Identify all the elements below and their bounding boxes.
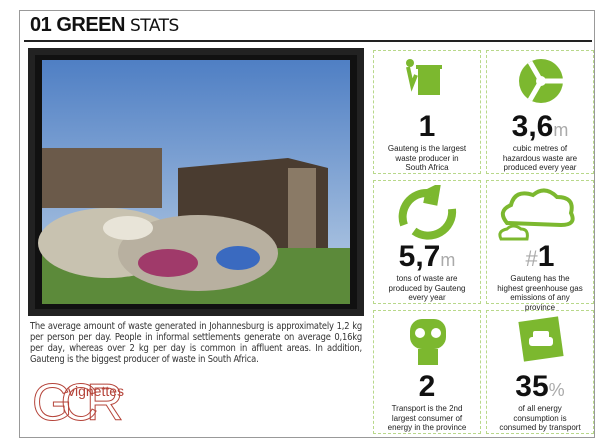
stat-unit: m — [553, 120, 568, 140]
stat-value: 35 — [515, 370, 548, 403]
header-light: STATS — [130, 16, 179, 36]
photo — [28, 48, 364, 316]
stat-value: 2 — [419, 370, 436, 403]
stat-text: of all energy consumption is consumed by… — [497, 404, 583, 433]
stat-number: 35% — [487, 371, 593, 406]
stat-unit: % — [549, 380, 565, 400]
stat-number: 1 — [374, 111, 480, 143]
logo-word: vignettes — [68, 383, 124, 399]
page: 01 GREEN STATS The average amount of was… — [0, 0, 608, 441]
stat-value: 1 — [538, 240, 555, 273]
stat-icon — [487, 55, 595, 113]
stat-text: tons of waste are produced by Gauteng ev… — [384, 274, 470, 303]
stat-value: 5,7 — [399, 240, 441, 273]
stat-number: #1 — [487, 241, 593, 275]
header-number: 01 — [30, 14, 51, 36]
stat-card: 35%of all energy consumption is consumed… — [486, 310, 594, 434]
stat-icon — [374, 315, 482, 373]
logo: GCR vignettes — [30, 372, 160, 428]
stat-number: 5,7m — [374, 241, 480, 276]
stat-number: 3,6m — [487, 111, 593, 146]
body-text: The average amount of waste generated in… — [30, 321, 362, 365]
stat-icon — [487, 315, 595, 373]
stat-icon — [374, 55, 482, 113]
stat-icon — [487, 185, 595, 243]
stat-icon — [374, 185, 482, 243]
header: 01 GREEN STATS — [30, 14, 179, 37]
stat-value: 1 — [419, 110, 436, 143]
stat-number: 2 — [374, 371, 480, 403]
stat-prefix: # — [526, 246, 538, 271]
stat-text: Transport is the 2nd largest consumer of… — [384, 404, 470, 433]
stat-unit: m — [440, 250, 455, 270]
stat-value: 3,6 — [512, 110, 554, 143]
stat-text: Gauteng is the largest waste producer in… — [384, 144, 470, 173]
stat-text: cubic metres of hazardous waste are prod… — [497, 144, 583, 173]
header-rule — [24, 40, 592, 42]
stat-text: Gauteng has the highest greenhouse gas e… — [497, 274, 583, 312]
header-bold: GREEN — [56, 14, 125, 36]
